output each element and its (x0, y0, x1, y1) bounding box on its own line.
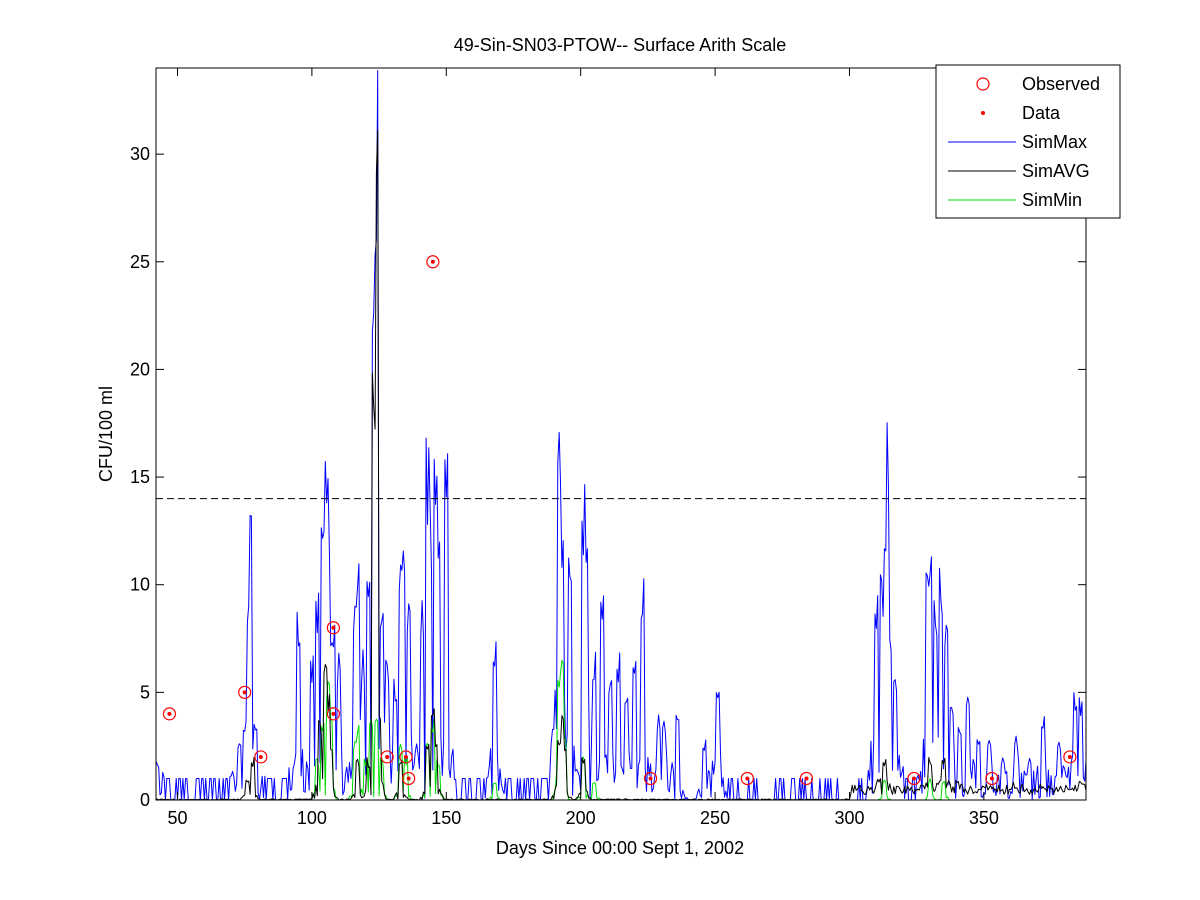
legend: Observed Data SimMax SimAVG SimMin (935, 64, 1121, 219)
y-axis: 0 5 10 15 20 25 30 (130, 144, 1086, 810)
observed-point (326, 707, 340, 721)
data-point (648, 776, 653, 781)
data-point (242, 690, 247, 695)
data-point (1067, 754, 1072, 759)
simmax-line (155, 70, 1087, 801)
simmax-series (155, 70, 1087, 801)
chart-title: 49-Sin-SN03-PTOW-- Surface Arith Scale (454, 35, 786, 55)
x-tick-label: 300 (834, 808, 864, 828)
data-point (989, 776, 994, 781)
y-tick-label: 15 (130, 467, 150, 487)
x-axis: 50 100 150 200 250 300 350 (167, 68, 999, 828)
plot-frame (155, 67, 1087, 801)
legend-data-label: Data (1022, 103, 1061, 123)
observed-point (238, 685, 252, 699)
y-tick-label: 30 (130, 144, 150, 164)
observed-point (740, 771, 754, 786)
data-point (745, 776, 750, 781)
plot-area (156, 68, 1086, 800)
data-point (406, 776, 411, 781)
observed-point (162, 707, 177, 721)
data-point (804, 776, 809, 781)
x-tick-label: 100 (297, 808, 327, 828)
x-tick-label: 200 (566, 808, 596, 828)
data-point (167, 711, 172, 716)
y-tick-label: 20 (130, 359, 150, 379)
observed-point (426, 255, 440, 269)
x-tick-label: 50 (167, 808, 187, 828)
observed-point (985, 771, 999, 786)
legend-simmax-label: SimMax (1022, 132, 1087, 152)
data-point (331, 625, 336, 630)
y-axis-label: CFU/100 ml (96, 386, 116, 482)
x-tick-label: 250 (700, 808, 730, 828)
observed-point (326, 621, 340, 635)
y-tick-label: 10 (130, 575, 150, 595)
observed-point (643, 771, 658, 786)
data-point (385, 754, 390, 759)
observed-point (399, 750, 413, 764)
data-point (430, 259, 435, 264)
data-point (403, 754, 408, 759)
observed-series (162, 255, 1077, 786)
observed-point (254, 750, 268, 764)
data-series (167, 259, 1072, 781)
x-axis-label: Days Since 00:00 Sept 1, 2002 (496, 838, 744, 858)
y-tick-label: 25 (130, 252, 150, 272)
legend-observed-label: Observed (1022, 74, 1100, 94)
observed-point (799, 771, 814, 786)
observed-point (380, 750, 394, 764)
x-tick-label: 150 (431, 808, 461, 828)
legend-simavg-label: SimAVG (1022, 161, 1090, 181)
observed-point (402, 771, 416, 786)
data-point (258, 754, 263, 759)
data-point (911, 776, 916, 781)
y-tick-label: 5 (140, 682, 150, 702)
y-tick-label: 0 (140, 790, 150, 810)
x-tick-label: 350 (969, 808, 999, 828)
legend-simmin-label: SimMin (1022, 190, 1082, 210)
data-point (331, 711, 336, 716)
observed-point (907, 771, 921, 786)
observed-point (1063, 750, 1077, 764)
legend-data-swatch (981, 111, 985, 115)
legend-observed-swatch (976, 77, 990, 91)
